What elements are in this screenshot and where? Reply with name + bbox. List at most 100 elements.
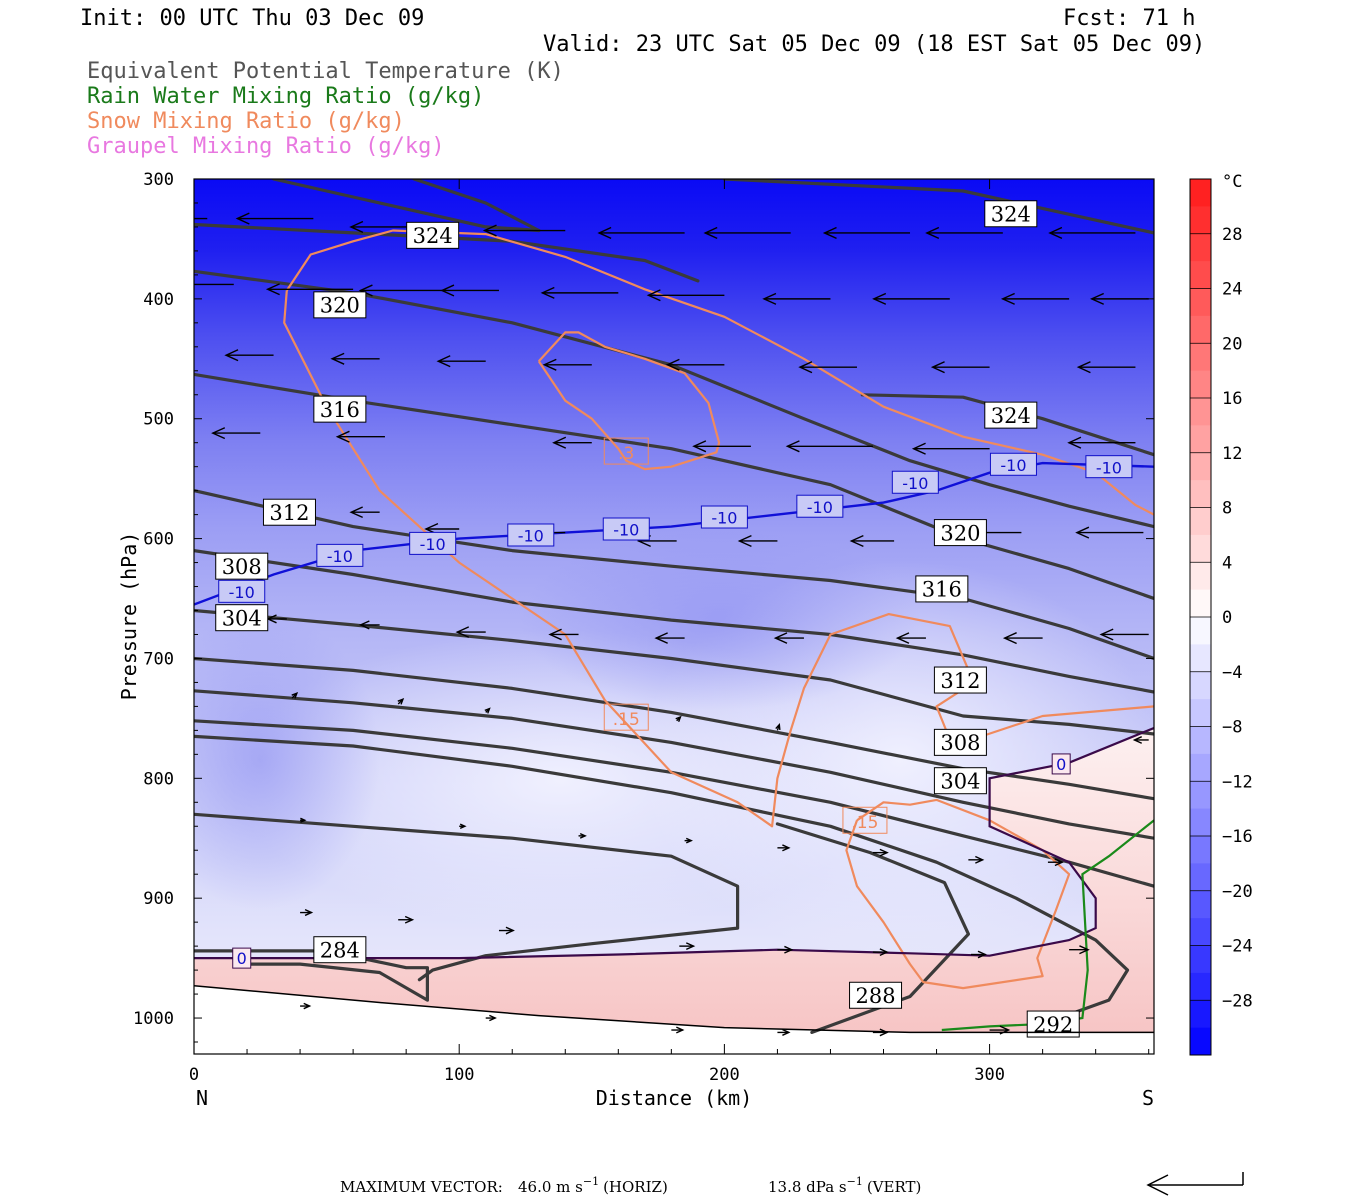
colorbar-swatch (1190, 507, 1211, 536)
svg-text:312: 312 (269, 501, 309, 525)
colorbar-tick-label: 16 (1222, 389, 1242, 409)
y-tick-label: 300 (143, 170, 174, 190)
colorbar-unit: °C (1222, 172, 1242, 192)
colorbar-swatch (1190, 425, 1211, 454)
colorbar-tick-label: 24 (1222, 280, 1242, 300)
colorbar-swatch (1190, 617, 1211, 645)
isotherm-label: -10 (700, 505, 748, 529)
above-freezing-shading (194, 728, 1154, 1054)
max-vector-label: MAXIMUM VECTOR: (340, 1178, 503, 1196)
colorbar-swatch (1190, 863, 1211, 892)
svg-text:324: 324 (991, 203, 1031, 227)
wind-vector (925, 226, 1003, 239)
theta-e-contour-332 (722, 179, 1154, 235)
theta-e-label: 320 (313, 291, 367, 319)
wind-vector (194, 283, 234, 286)
wind-vector (300, 1002, 312, 1010)
contour-labels: 324 324 320 316 324 312 320 308 316 304 312 308 304 2… (215, 200, 1133, 1038)
colorbar-swatch (1190, 534, 1211, 563)
svg-text:312: 312 (940, 669, 980, 693)
wind-vector (872, 848, 889, 857)
svg-text:.15: .15 (851, 813, 878, 833)
valid-time: Valid: 23 UTC Sat 05 Dec 09 (18 EST Sat … (543, 32, 1205, 57)
colorbar-swatch (1190, 972, 1211, 1001)
max-vector-footer: MAXIMUM VECTOR: 46.0 m s−1 (HORIZ) 13.8 d… (340, 1172, 1244, 1196)
theta-e-contour-324 (194, 269, 1154, 529)
wind-vector (737, 534, 778, 548)
colorbar-tick-label: −20 (1222, 882, 1253, 902)
wind-vector (597, 226, 685, 239)
x-axis: 0 100 200 300 (189, 179, 1150, 1085)
theta-e-label: 288 (849, 981, 903, 1009)
y-tick-label: 600 (143, 530, 174, 550)
colorbar-swatch (1190, 288, 1211, 317)
wind-vector (358, 620, 380, 630)
svg-text:-10: -10 (711, 509, 737, 528)
svg-text:320: 320 (940, 521, 980, 545)
wind-vector (822, 226, 911, 239)
isotherm-label: -10 (602, 517, 650, 541)
colorbar-tick-label: −12 (1222, 772, 1253, 792)
wind-vector (1067, 436, 1136, 449)
wind-vector (1089, 292, 1149, 305)
forecast-hour: Fcst: 71 h (1063, 6, 1195, 31)
svg-text:.15: .15 (613, 710, 640, 730)
snow-contour (537, 331, 721, 471)
isotherm-label: -10 (218, 579, 266, 603)
colorbar-tick-label: 8 (1222, 499, 1232, 519)
snow-contour (283, 290, 1154, 828)
wind-vector (300, 817, 307, 823)
isotherm-label: -10 (891, 470, 939, 494)
rain-contour (941, 819, 1154, 1032)
svg-text:-10: -10 (613, 521, 639, 540)
wind-vector (485, 1014, 497, 1022)
svg-text:288: 288 (856, 984, 896, 1008)
wind-vector (482, 224, 566, 237)
theta-e-contour-304 (194, 656, 1154, 801)
wind-vector (684, 837, 693, 844)
wind-vector (785, 440, 873, 453)
x-tick-label: 100 (444, 1065, 475, 1085)
colorbar-tick-label: 28 (1222, 225, 1242, 245)
svg-text:-10: -10 (518, 527, 544, 546)
wind-vector (775, 723, 781, 731)
wind-vector (397, 698, 405, 705)
theta-e-label: 312 (933, 666, 987, 694)
wind-vector (798, 361, 857, 374)
theta-e-label: 308 (933, 728, 987, 756)
isotherm-label: 0 (1051, 753, 1071, 775)
colorbar-swatch (1190, 261, 1211, 289)
svg-text:-10: -10 (902, 474, 928, 493)
svg-text:.3: .3 (618, 444, 634, 464)
wind-vector (455, 626, 486, 638)
colorbar-swatch (1190, 753, 1211, 782)
wind-vector (211, 427, 261, 440)
legend-item: Rain Water Mixing Ratio (g/kg) (87, 84, 484, 109)
wind-vector (968, 855, 985, 864)
colorbar-swatch (1190, 206, 1211, 235)
wind-vector (459, 823, 467, 830)
theta-e-label: 324 (984, 401, 1038, 429)
colorbar-swatch (1190, 890, 1211, 919)
x-tick-label: 200 (709, 1065, 740, 1085)
theta-e-contour-308 (194, 608, 1154, 736)
wind-vector (895, 632, 926, 644)
wind-vector (358, 284, 446, 297)
colorbar-swatch (1190, 781, 1211, 810)
snow-label: .3 (603, 437, 649, 465)
wind-vector (675, 715, 682, 722)
legend-item: Graupel Mixing Ratio (g/kg) (87, 134, 445, 159)
isotherm-label: -10 (507, 523, 555, 547)
wind-vector (1076, 361, 1136, 374)
terrain-line (194, 984, 1154, 1034)
wind-vector (540, 286, 619, 299)
colorbar-swatch (1190, 562, 1211, 591)
snow-label: .15 (842, 806, 888, 834)
wind-vector (1047, 858, 1064, 867)
theta-e-contour-300 (194, 689, 1154, 840)
colorbar-swatch (1190, 808, 1211, 837)
isotherm-label: -10 (796, 494, 844, 518)
wind-vector (679, 942, 696, 951)
theta-e-label: 324 (984, 200, 1038, 228)
theta-e-label: 320 (933, 519, 987, 547)
